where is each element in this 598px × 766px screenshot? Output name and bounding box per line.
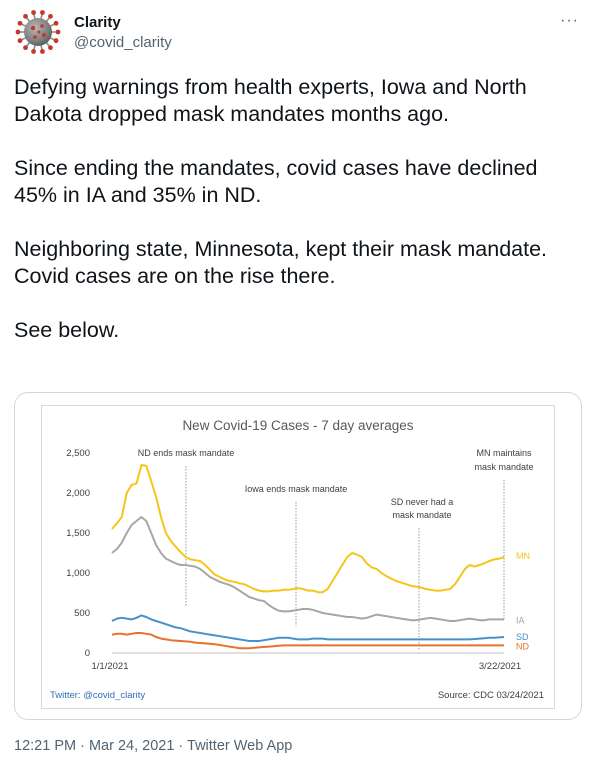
coronavirus-icon	[15, 10, 61, 54]
x-tick-label: 1/1/2021	[92, 661, 129, 672]
tweet-paragraph: Defying warnings from health experts, Io…	[14, 75, 527, 126]
series-label: ND	[516, 641, 529, 651]
y-tick-label: 1,000	[66, 568, 90, 579]
series-line-sd	[111, 614, 505, 642]
series-label: SD	[516, 632, 529, 642]
tweet-paragraph: Since ending the mandates, covid cases h…	[14, 156, 538, 207]
series-line-ia	[111, 516, 504, 622]
annotation-label: ND ends mask mandate	[138, 448, 235, 458]
tweet-media-image[interactable]: New Covid-19 Cases - 7 day averages 0 500…	[14, 392, 582, 720]
y-tick-label: 1,500	[66, 528, 90, 539]
y-tick-label: 2,500	[66, 448, 90, 459]
chart-title: New Covid-19 Cases - 7 day averages	[182, 418, 414, 433]
tweet-timestamp[interactable]: 12:21 PM · Mar 24, 2021 · Twitter Web Ap…	[14, 738, 293, 754]
y-tick-label: 2,000	[66, 488, 90, 499]
series-label: MN	[516, 551, 530, 561]
tweet-paragraph: Neighboring state, Minnesota, kept their…	[14, 237, 548, 288]
annotation-label: MN maintains	[476, 448, 532, 458]
author-handle[interactable]: @covid_clarity	[74, 34, 172, 51]
y-tick-label: 0	[85, 648, 90, 659]
avatar[interactable]	[14, 8, 62, 56]
line-chart: 0 500 1,000 1,500 2,000 2,500 1/1/2021 3/22/202…	[66, 448, 533, 672]
more-options-icon[interactable]: ···	[560, 12, 579, 29]
series-label: IA	[516, 615, 525, 625]
series-line-nd	[111, 632, 504, 650]
tweet-paragraph: See below.	[14, 318, 120, 342]
chart-credit: Twitter: @covid_clarity	[50, 690, 146, 701]
tweet-text: Defying warnings from health experts, Io…	[14, 74, 584, 344]
series-line-mn	[111, 464, 505, 594]
chart-source: Source: CDC 03/24/2021	[437, 690, 544, 701]
chart-frame: New Covid-19 Cases - 7 day averages 0 500…	[41, 405, 555, 709]
y-tick-label: 500	[74, 608, 90, 619]
annotation-label: Iowa ends mask mandate	[245, 484, 348, 494]
author-name[interactable]: Clarity	[74, 14, 121, 31]
annotation-label: mask mandate	[392, 510, 451, 520]
annotation-label: mask mandate	[474, 462, 533, 472]
x-tick-label: 3/22/2021	[479, 661, 521, 672]
annotation-label: SD never had a	[391, 497, 454, 507]
